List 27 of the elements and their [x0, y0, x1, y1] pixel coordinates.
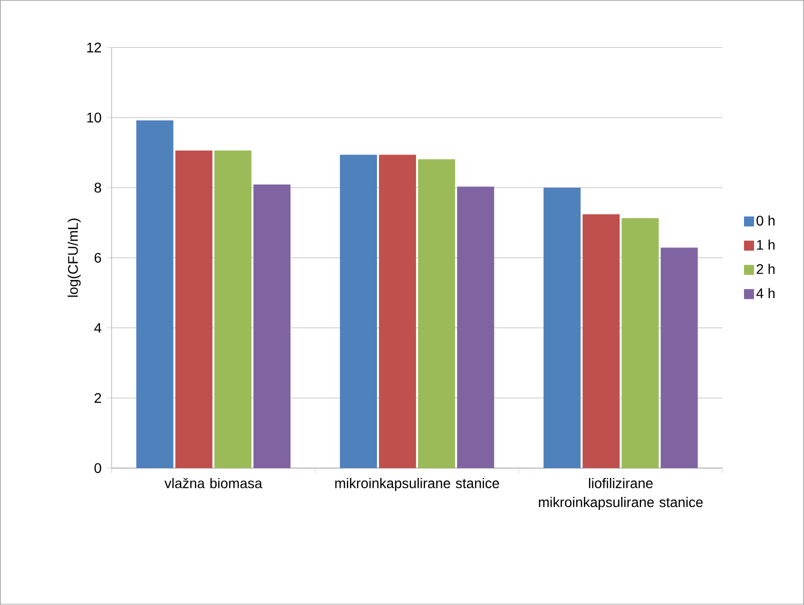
bar — [582, 214, 620, 468]
x-tick-label: liofilizirane mikroinkapsulirane stanice — [538, 478, 703, 510]
bar — [622, 218, 659, 468]
bar — [378, 154, 416, 468]
bar — [136, 120, 174, 468]
legend-label: 0 h — [756, 215, 775, 226]
bar — [214, 150, 252, 468]
bar — [544, 188, 581, 468]
bar — [253, 184, 290, 468]
bar — [175, 150, 212, 468]
y-tick-label: 8 — [94, 182, 102, 193]
y-tick-label: 4 — [94, 323, 102, 333]
y-axis-title: log(CFU/mL) — [68, 218, 81, 297]
x-tick-label: mikroinkapsulirane stanice — [335, 478, 500, 492]
y-tick-label: 0 — [94, 463, 102, 474]
bar — [418, 159, 456, 468]
legend-label: 4 h — [756, 288, 775, 298]
bar — [457, 186, 494, 468]
x-tick-label: vlažna biomasa — [164, 478, 262, 488]
y-tick-label: 10 — [87, 112, 102, 123]
y-tick-label: 6 — [94, 252, 102, 263]
legend-label: 1 h — [757, 240, 775, 250]
bar — [340, 154, 377, 468]
bar — [660, 248, 698, 468]
y-tick-label: 12 — [87, 42, 102, 52]
y-tick-label: 2 — [94, 393, 102, 404]
legend-label: 2 h — [756, 264, 775, 274]
